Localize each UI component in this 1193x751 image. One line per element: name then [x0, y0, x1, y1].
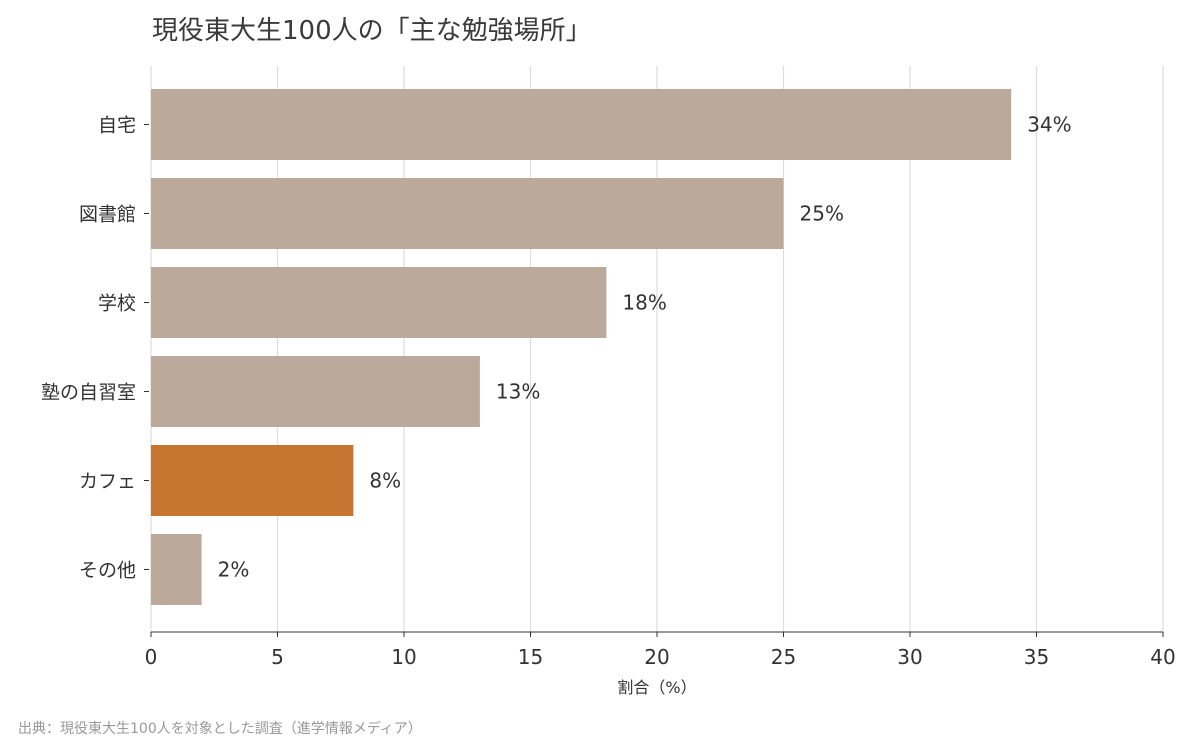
x-tick-label: 10 — [391, 645, 416, 669]
bar-value-label: 18% — [622, 291, 666, 315]
bar-value-label: 2% — [218, 558, 250, 582]
bar — [151, 267, 607, 338]
bar-value-label: 13% — [496, 380, 540, 404]
source-note: 出典：現役東大生100人を対象とした調査（進学情報メディア） — [18, 721, 422, 737]
x-tick-label: 20 — [644, 645, 669, 669]
bar — [151, 356, 480, 427]
x-tick-label: 25 — [771, 645, 796, 669]
category-label: 学校 — [98, 293, 136, 315]
bar-value-label: 34% — [1027, 113, 1071, 137]
bar-value-label: 25% — [800, 202, 844, 226]
category-label: その他 — [79, 560, 136, 582]
x-axis-ticks: 0 5 10 15 20 25 30 35 40 — [145, 632, 1176, 669]
chart-title: 現役東大生100人の「主な勉強場所」 — [152, 16, 592, 46]
bar — [151, 534, 202, 605]
x-tick-label: 30 — [897, 645, 922, 669]
x-tick-label: 0 — [145, 645, 158, 669]
x-axis-title: 割合（%） — [617, 678, 696, 697]
bars — [151, 89, 1012, 605]
bar-value-labels: 34% 25% 18% 13% 8% 2% — [218, 113, 1072, 582]
bar-value-label: 8% — [369, 469, 401, 493]
x-tick-label: 5 — [271, 645, 284, 669]
category-label: 自宅 — [98, 115, 136, 137]
x-tick-label: 15 — [518, 645, 543, 669]
category-label: カフェ — [79, 471, 136, 493]
bar — [151, 178, 784, 249]
category-label: 図書館 — [79, 204, 136, 226]
bar — [151, 445, 354, 516]
x-tick-label: 40 — [1150, 645, 1175, 669]
bar — [151, 89, 1012, 160]
x-tick-label: 35 — [1024, 645, 1049, 669]
category-label: 塾の自習室 — [41, 382, 136, 404]
grid-lines — [150, 66, 1164, 632]
